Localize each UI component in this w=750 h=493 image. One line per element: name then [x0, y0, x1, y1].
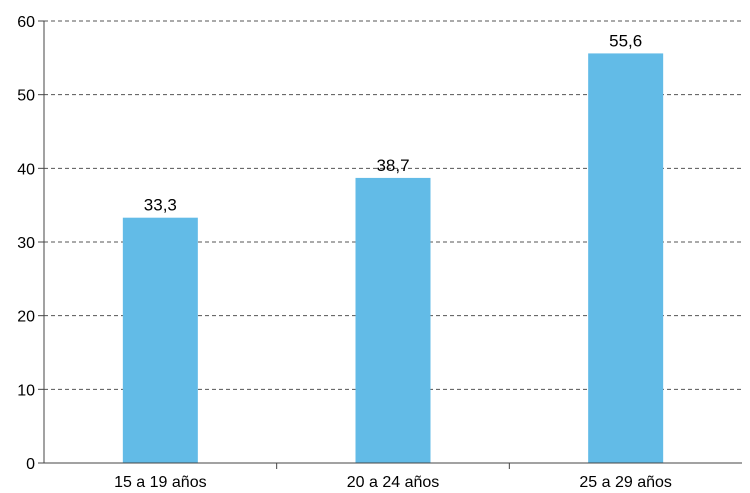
y-tick-label-30: 30	[17, 235, 35, 252]
bar-1	[122, 217, 198, 463]
data-label-1: 33,3	[144, 196, 177, 215]
data-label-2: 38,7	[376, 156, 409, 175]
y-tick-label-40: 40	[17, 161, 35, 178]
x-axis-ticks: 15 a 19 años 20 a 24 años 25 a 29 años	[114, 463, 672, 491]
x-tick-label-3: 25 a 29 años	[579, 474, 672, 491]
y-tick-label-60: 60	[17, 14, 35, 31]
x-tick-label-1: 15 a 19 años	[114, 474, 207, 491]
y-tick-label-10: 10	[17, 382, 35, 399]
data-label-3: 55,6	[609, 31, 642, 50]
bar-3	[588, 53, 664, 464]
data-labels: 33,3 38,7 55,6	[144, 31, 642, 214]
y-tick-label-50: 50	[17, 88, 35, 105]
y-axis-ticks: 0 10 20 30 40 50 60	[17, 14, 44, 473]
bar-2	[355, 177, 431, 463]
y-tick-label-0: 0	[26, 456, 35, 473]
x-tick-label-2: 20 a 24 años	[347, 474, 440, 491]
y-tick-label-20: 20	[17, 309, 35, 326]
bars	[122, 53, 664, 464]
